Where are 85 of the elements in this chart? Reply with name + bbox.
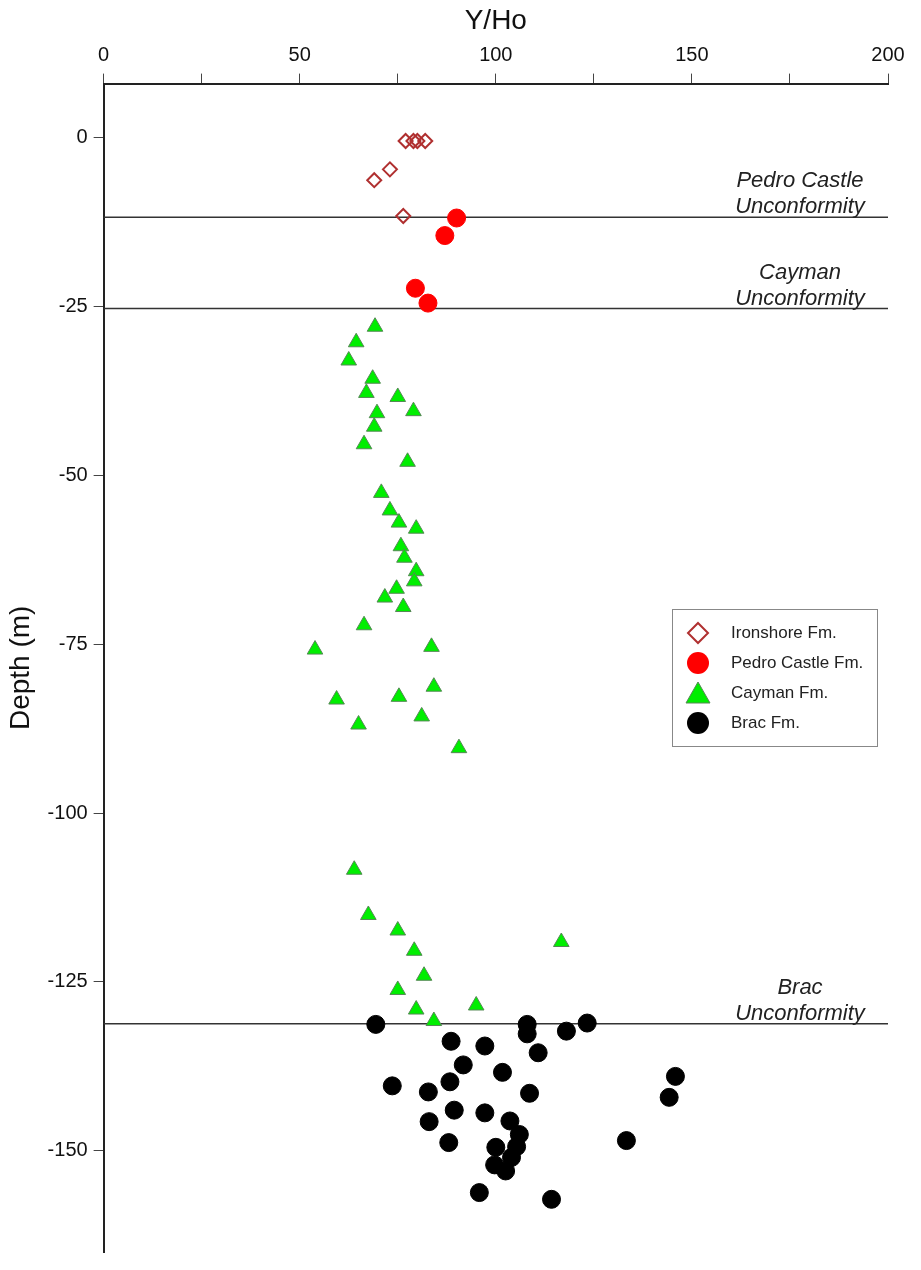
y-tick-label: -125 [47,969,88,992]
ref-line-label: Cayman Unconformity [735,258,867,310]
point [467,995,485,1011]
point [366,1014,386,1034]
point [350,715,367,730]
point [407,519,425,534]
point [425,1011,443,1027]
point [616,1131,636,1151]
y-tick-label: -50 [58,462,88,485]
point [450,738,468,754]
point [415,966,433,981]
point [418,1082,438,1102]
point [306,640,324,655]
x-tick-label: 200 [871,43,905,66]
point [556,1021,576,1041]
point [368,403,386,419]
point [475,1036,495,1056]
point [390,687,408,702]
point [390,513,408,528]
point [347,332,365,348]
point [413,706,430,722]
point [405,571,423,587]
y-tick-label: -150 [47,1138,88,1161]
point [405,401,422,417]
point [453,1055,473,1075]
legend-label: Ironshore Fm. [731,623,837,644]
point [389,921,407,936]
point [425,677,443,692]
point [382,1076,402,1096]
y-axis-title: Depth (m) [3,605,35,731]
point [376,588,394,603]
point [405,941,423,956]
point [492,1062,512,1082]
x-tick-label: 0 [98,43,110,66]
ref-line-label: Brac Unconformity [735,973,867,1025]
point [355,615,373,631]
point [355,434,373,450]
point [389,387,407,402]
point [553,932,570,947]
point [358,383,375,398]
point [419,1112,439,1132]
point [423,637,440,652]
point [399,452,416,467]
point [496,1161,516,1181]
point [328,690,345,705]
point [407,1000,425,1015]
point [366,317,384,332]
x-tick-label: 50 [288,43,311,66]
point [381,500,399,516]
point [373,483,390,498]
point [441,1031,461,1051]
point [500,1111,520,1131]
point [389,980,407,995]
point [520,1083,540,1103]
point [469,1183,489,1203]
y-tick-label: 0 [76,125,88,148]
point [396,548,413,563]
point [475,1103,495,1123]
point [665,1066,685,1086]
point [439,1133,459,1153]
point [440,1072,460,1092]
point [444,1100,464,1120]
point [388,579,405,594]
legend-label: Pedro Castle Fm. [731,653,864,674]
legend-label: Brac Fm. [731,713,800,734]
y-tick-label: -75 [58,631,88,654]
point [577,1013,597,1033]
point [345,860,363,875]
point [659,1087,679,1107]
legend-label: Cayman Fm. [731,683,829,704]
x-tick-label: 100 [479,43,513,66]
point [364,369,381,384]
point [392,536,410,552]
point [528,1043,548,1063]
y-tick-label: -25 [58,293,88,316]
point [486,1137,506,1157]
x-tick-label: 150 [675,43,709,66]
point [360,905,377,920]
point [542,1189,562,1209]
ref-line-label: Pedro Castle Unconformity [735,167,867,219]
point [340,351,358,366]
y-tick-label: -100 [47,800,88,823]
point [365,417,383,432]
x-axis-title: Y/Ho [464,3,527,35]
point [394,597,412,613]
